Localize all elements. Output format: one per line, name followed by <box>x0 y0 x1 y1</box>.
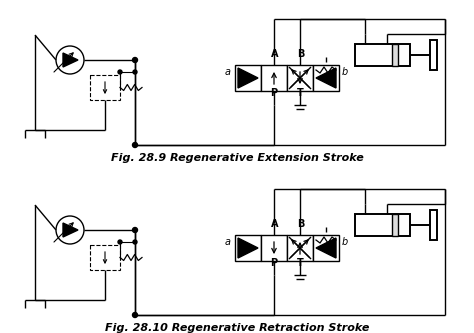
Text: b: b <box>342 237 348 247</box>
Text: Fig. 28.9 Regenerative Extension Stroke: Fig. 28.9 Regenerative Extension Stroke <box>110 153 364 163</box>
Text: A: A <box>271 49 279 59</box>
Bar <box>392 44 398 66</box>
Circle shape <box>133 227 137 232</box>
Text: T: T <box>297 88 304 98</box>
Polygon shape <box>316 238 336 258</box>
Circle shape <box>56 216 84 244</box>
Bar <box>235 65 261 91</box>
Bar <box>235 235 261 261</box>
Bar <box>313 235 339 261</box>
Circle shape <box>133 240 137 244</box>
Bar <box>261 235 287 261</box>
Bar <box>430 210 437 240</box>
Bar <box>90 75 120 100</box>
Bar <box>355 44 410 66</box>
Polygon shape <box>238 68 258 88</box>
Text: b: b <box>342 67 348 77</box>
Text: a: a <box>225 67 231 77</box>
Bar <box>392 214 398 236</box>
Circle shape <box>118 70 122 74</box>
Bar <box>430 40 437 70</box>
Polygon shape <box>316 68 336 88</box>
Circle shape <box>56 46 84 74</box>
Polygon shape <box>238 238 258 258</box>
Bar <box>313 65 339 91</box>
Circle shape <box>118 240 122 244</box>
Text: a: a <box>225 237 231 247</box>
Bar <box>287 65 313 91</box>
Text: A: A <box>271 219 279 229</box>
Circle shape <box>133 70 137 74</box>
Circle shape <box>133 58 137 63</box>
Text: P: P <box>270 88 277 98</box>
Text: B: B <box>297 219 304 229</box>
Bar <box>287 235 313 261</box>
Bar <box>355 214 410 236</box>
Text: P: P <box>270 258 277 268</box>
Bar <box>261 65 287 91</box>
Circle shape <box>133 312 137 317</box>
Bar <box>90 245 120 270</box>
Circle shape <box>133 143 137 148</box>
Polygon shape <box>63 53 78 67</box>
Text: B: B <box>297 49 304 59</box>
Text: T: T <box>297 258 304 268</box>
Polygon shape <box>63 223 78 237</box>
Text: Fig. 28.10 Regenerative Retraction Stroke: Fig. 28.10 Regenerative Retraction Strok… <box>105 323 369 333</box>
